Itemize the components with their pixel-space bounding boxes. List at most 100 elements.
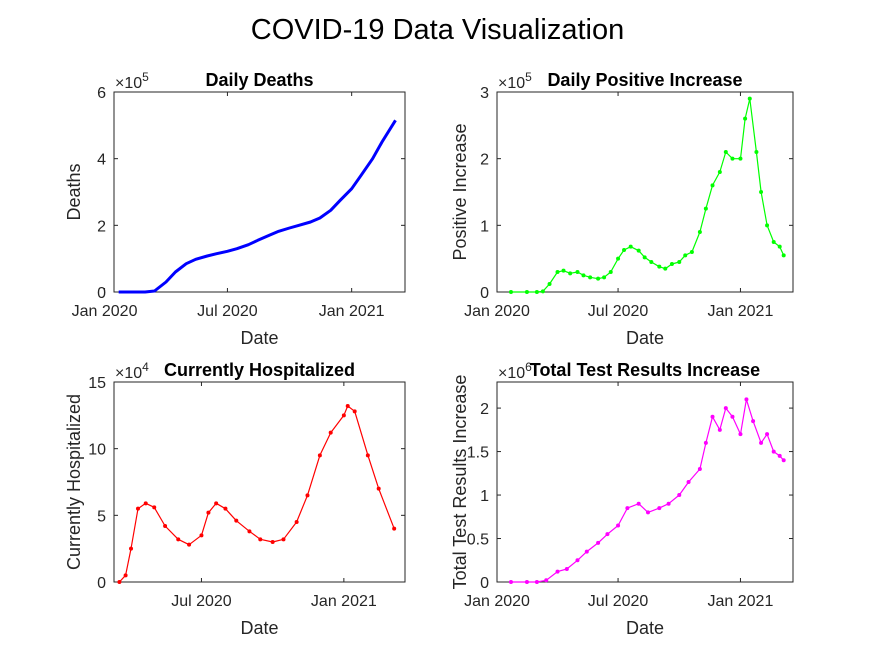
data-point (270, 540, 275, 544)
data-point (677, 493, 682, 498)
data-point (163, 524, 168, 528)
x-tick-label: Jul 2020 (588, 593, 649, 610)
x-tick-label: Jan 2020 (72, 303, 138, 320)
data-point (588, 275, 593, 280)
y-tick-label: 0.5 (467, 532, 489, 549)
data-point (281, 537, 286, 542)
data-point (754, 150, 759, 154)
data-point (547, 282, 552, 286)
y-tick-label: 4 (97, 152, 106, 169)
data-point (616, 256, 621, 261)
data-point (642, 255, 647, 260)
data-point (117, 580, 122, 584)
data-point (730, 156, 735, 161)
data-point (187, 542, 192, 547)
data-point (645, 510, 650, 515)
panel-title: Daily Positive Increase (547, 70, 742, 90)
data-point (765, 223, 770, 228)
data-point (723, 406, 728, 411)
y-tick-label: 0 (480, 285, 489, 302)
y-tick-label: 2 (97, 218, 106, 235)
y-axis-label: Total Test Results Increase (450, 375, 470, 590)
data-point (717, 427, 722, 432)
x-axis-label: Date (240, 618, 278, 638)
data-point (602, 275, 607, 280)
data-point (628, 244, 633, 249)
axes-box (113, 91, 406, 293)
data-point (751, 419, 756, 424)
data-point (317, 453, 322, 458)
y-exponent-label: ×106 (498, 360, 532, 382)
axes-box (496, 381, 794, 583)
data-point (686, 480, 691, 484)
data-point (669, 262, 674, 266)
panel-title: Currently Hospitalized (164, 360, 355, 380)
data-point (723, 150, 728, 154)
data-point (596, 276, 601, 281)
data-point (555, 569, 560, 574)
data-point (524, 290, 529, 294)
data-point (341, 413, 346, 418)
data-point (697, 466, 702, 471)
data-point (636, 248, 641, 253)
x-axis-label: Date (626, 328, 664, 348)
data-point (345, 404, 350, 408)
y-tick-label: 1 (480, 488, 489, 505)
y-tick-label: 15 (88, 375, 106, 392)
data-point (596, 540, 601, 545)
data-point (657, 264, 662, 269)
data-point (534, 290, 539, 294)
y-tick-label: 1 (480, 218, 489, 235)
data-point (365, 453, 370, 458)
y-tick-label: 5 (97, 508, 106, 525)
data-point (759, 190, 764, 194)
y-axis-label: Currently Hospitalized (64, 394, 84, 570)
data-point (247, 529, 252, 534)
y-exponent-label: ×105 (115, 70, 149, 92)
data-point (622, 248, 627, 252)
data-point (568, 271, 573, 276)
data-point (143, 501, 148, 506)
data-point (747, 96, 752, 101)
data-point (176, 537, 181, 542)
panel-title: Total Test Results Increase (530, 360, 760, 380)
x-tick-label: Jul 2020 (197, 303, 258, 320)
panel-daily-deaths: Jan 2020 Jul 2020 Jan 2021 0 2 4 6 ×105 Daily De… (64, 70, 406, 348)
data-point (564, 566, 569, 571)
data-point (129, 546, 134, 551)
data-point (744, 397, 749, 402)
data-point (508, 580, 513, 584)
data-point (508, 290, 513, 294)
data-point (781, 458, 786, 463)
data-point (765, 432, 770, 437)
data-point (605, 532, 610, 537)
data-point (710, 183, 715, 188)
data-point (561, 268, 566, 273)
data-point (771, 449, 776, 454)
data-point (328, 430, 333, 435)
data-point (294, 520, 299, 524)
x-tick-label: Jan 2020 (464, 303, 530, 320)
series-line (511, 398, 785, 583)
y-tick-label: 10 (88, 442, 106, 459)
panel-currently-hospitalized: Jul 2020 Jan 2021 0 5 10 15 ×104 Currently Hosp… (64, 360, 406, 638)
x-tick-label: Jan 2021 (319, 303, 385, 320)
panel-title: Daily Deaths (205, 70, 313, 90)
y-tick-label: 2 (480, 401, 489, 418)
data-point (540, 289, 545, 294)
x-axis-label: Date (626, 618, 664, 638)
data-point (135, 506, 140, 511)
y-tick-label: 6 (97, 85, 106, 102)
panel-daily-positive-increase: Jan 2020 Jul 2020 Jan 2021 0 1 2 3 ×105 Daily Po… (450, 70, 794, 348)
data-point (771, 240, 776, 244)
y-tick-label: 0 (480, 575, 489, 592)
y-tick-label: 0 (97, 575, 106, 592)
x-tick-label: Jul 2020 (588, 303, 649, 320)
x-tick-label: Jan 2020 (464, 593, 530, 610)
axes-box (113, 381, 406, 583)
data-point (710, 414, 715, 419)
data-point (777, 453, 782, 458)
data-point (689, 250, 694, 254)
data-point (657, 506, 662, 511)
x-axis-label: Date (240, 328, 278, 348)
